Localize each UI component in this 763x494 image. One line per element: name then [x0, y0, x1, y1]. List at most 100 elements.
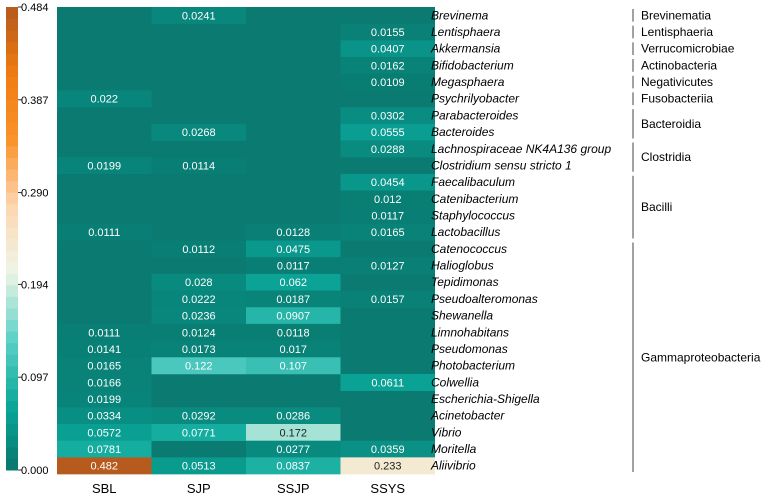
- cell-value-label: 0.0907: [276, 311, 310, 323]
- cell-value-label: 0.0112: [182, 244, 215, 256]
- row-label: Aliivibrio: [430, 459, 476, 473]
- colorbar-band: [6, 412, 18, 425]
- colorbar-band: [6, 388, 18, 402]
- heatmap-cell: [340, 57, 435, 75]
- cell-value-label: 0.012: [374, 194, 402, 206]
- cell-value-label: 0.0199: [87, 394, 121, 406]
- heatmap-cell: [246, 273, 341, 291]
- heatmap-cell: [151, 357, 246, 375]
- colorbar-band: [6, 226, 18, 239]
- heatmap-cell: [340, 73, 435, 91]
- colorbar-band: [6, 284, 18, 297]
- heatmap-cell: [151, 7, 246, 24]
- colorbar-band: [6, 331, 18, 344]
- cell-value-label: 0.022: [90, 94, 118, 106]
- row-label: Brevinema: [431, 8, 489, 22]
- colorbar-band: [6, 400, 18, 413]
- colorbar-band: [6, 215, 18, 228]
- heatmap-cell: [246, 457, 341, 475]
- cell-value-label: 0.0114: [182, 160, 215, 172]
- cell-value-label: 0.0111: [88, 327, 120, 339]
- cell-value-label: 0.0359: [371, 444, 405, 456]
- row-label: Shewanella: [431, 309, 493, 323]
- cell-value-label: 0.0124: [182, 327, 216, 339]
- colorbar-tick-label: 0.290: [21, 188, 49, 200]
- colorbar-band: [6, 354, 18, 367]
- cell-value-label: 0.0334: [87, 411, 121, 423]
- colorbar-tick-label: 0.387: [21, 95, 49, 107]
- row-label: Limnohabitans: [431, 325, 509, 339]
- group-label: Negativicutes: [641, 75, 713, 89]
- heatmap-cell: [340, 107, 435, 125]
- heatmap-cell: [151, 407, 246, 425]
- heatmap-cell: [151, 157, 246, 175]
- colorbar-band: [6, 203, 18, 216]
- colorbar-band: [6, 122, 18, 135]
- cell-value-label: 0.0288: [371, 144, 405, 156]
- colorbar-band: [6, 30, 18, 43]
- cell-value-label: 0.0771: [182, 427, 216, 439]
- cell-value-label: 0.0572: [87, 427, 121, 439]
- row-label: Megasphaera: [431, 75, 505, 89]
- colorbar-band: [6, 435, 18, 448]
- group-label: Clostridia: [641, 150, 691, 164]
- cell-value-label: 0.0454: [371, 177, 405, 189]
- colorbar-tick-label: 0.484: [21, 2, 49, 14]
- row-label: Pseudoalteromonas: [431, 292, 538, 306]
- heatmap-cell: [246, 340, 341, 358]
- colorbar-band: [6, 41, 18, 54]
- cell-value-label: 0.0155: [371, 27, 405, 39]
- heatmap-cell: [151, 290, 246, 308]
- cell-value-label: 0.0236: [182, 311, 216, 323]
- colorbar-band: [6, 423, 18, 436]
- colorbar-band: [6, 192, 18, 205]
- colorbar-ticks: 0.484 0.387 0.290 0.194 0.097 0.000: [18, 2, 49, 477]
- cell-value-label: 0.0611: [371, 377, 404, 389]
- cell-value-label: 0.0555: [371, 127, 405, 139]
- cell-value-label: 0.0141: [87, 344, 121, 356]
- cell-value-label: 0.482: [90, 461, 118, 473]
- row-label: Clostridium sensu stricto 1: [431, 158, 572, 172]
- cell-value-label: 0.0513: [182, 461, 216, 473]
- cell-value-label: 0.0187: [276, 294, 310, 306]
- row-label: Faecalibaculum: [431, 175, 515, 189]
- cell-value-label: 0.0407: [371, 44, 405, 56]
- row-label: Psychrilyobacter: [431, 92, 520, 106]
- heatmap-cell: [340, 207, 435, 225]
- row-label: Pseudomonas: [431, 342, 508, 356]
- heatmap-cell: [151, 424, 246, 441]
- colorbar-band: [6, 319, 18, 332]
- row-label: Photobacterium: [431, 359, 515, 373]
- heatmap-cell: [151, 240, 246, 258]
- heatmap-cell: [246, 407, 341, 425]
- group-label: Fusobacteriia: [641, 92, 713, 106]
- cell-value-label: 0.233: [374, 461, 402, 473]
- heatmap-cell: [340, 457, 435, 475]
- cell-value-label: 0.0165: [371, 227, 405, 239]
- cell-value-label: 0.0157: [371, 294, 405, 306]
- cell-value-label: 0.0286: [276, 411, 310, 423]
- heatmap-cell: [246, 357, 341, 375]
- row-label: Escherichia-Shigella: [431, 392, 540, 406]
- heatmap-cell: [340, 373, 435, 391]
- heatmap-cell: [340, 123, 435, 141]
- heatmap-cell: [151, 457, 246, 475]
- colorbar-band: [6, 365, 18, 378]
- colorbar-band: [6, 18, 18, 31]
- cell-value-label: 0.0268: [182, 127, 216, 139]
- group-label: Actinobacteria: [641, 58, 717, 72]
- heatmap-cell: [57, 457, 152, 475]
- heatmap-cell: [246, 240, 341, 258]
- row-label: Catenococcus: [431, 242, 507, 256]
- colorbar-band: [6, 145, 18, 158]
- heatmap-cell: [246, 323, 341, 341]
- cell-value-label: 0.0173: [182, 344, 216, 356]
- colorbar-band: [6, 64, 18, 77]
- colorbar-band: [6, 238, 18, 251]
- colorbar-tick-label: 0.000: [21, 465, 49, 477]
- colorbar-band: [6, 7, 18, 20]
- group-brackets: Brevinematia Lentisphaeria Verrucomicrobia…: [632, 8, 761, 473]
- colorbar-band: [6, 377, 18, 390]
- cell-value-label: 0.0292: [182, 411, 216, 423]
